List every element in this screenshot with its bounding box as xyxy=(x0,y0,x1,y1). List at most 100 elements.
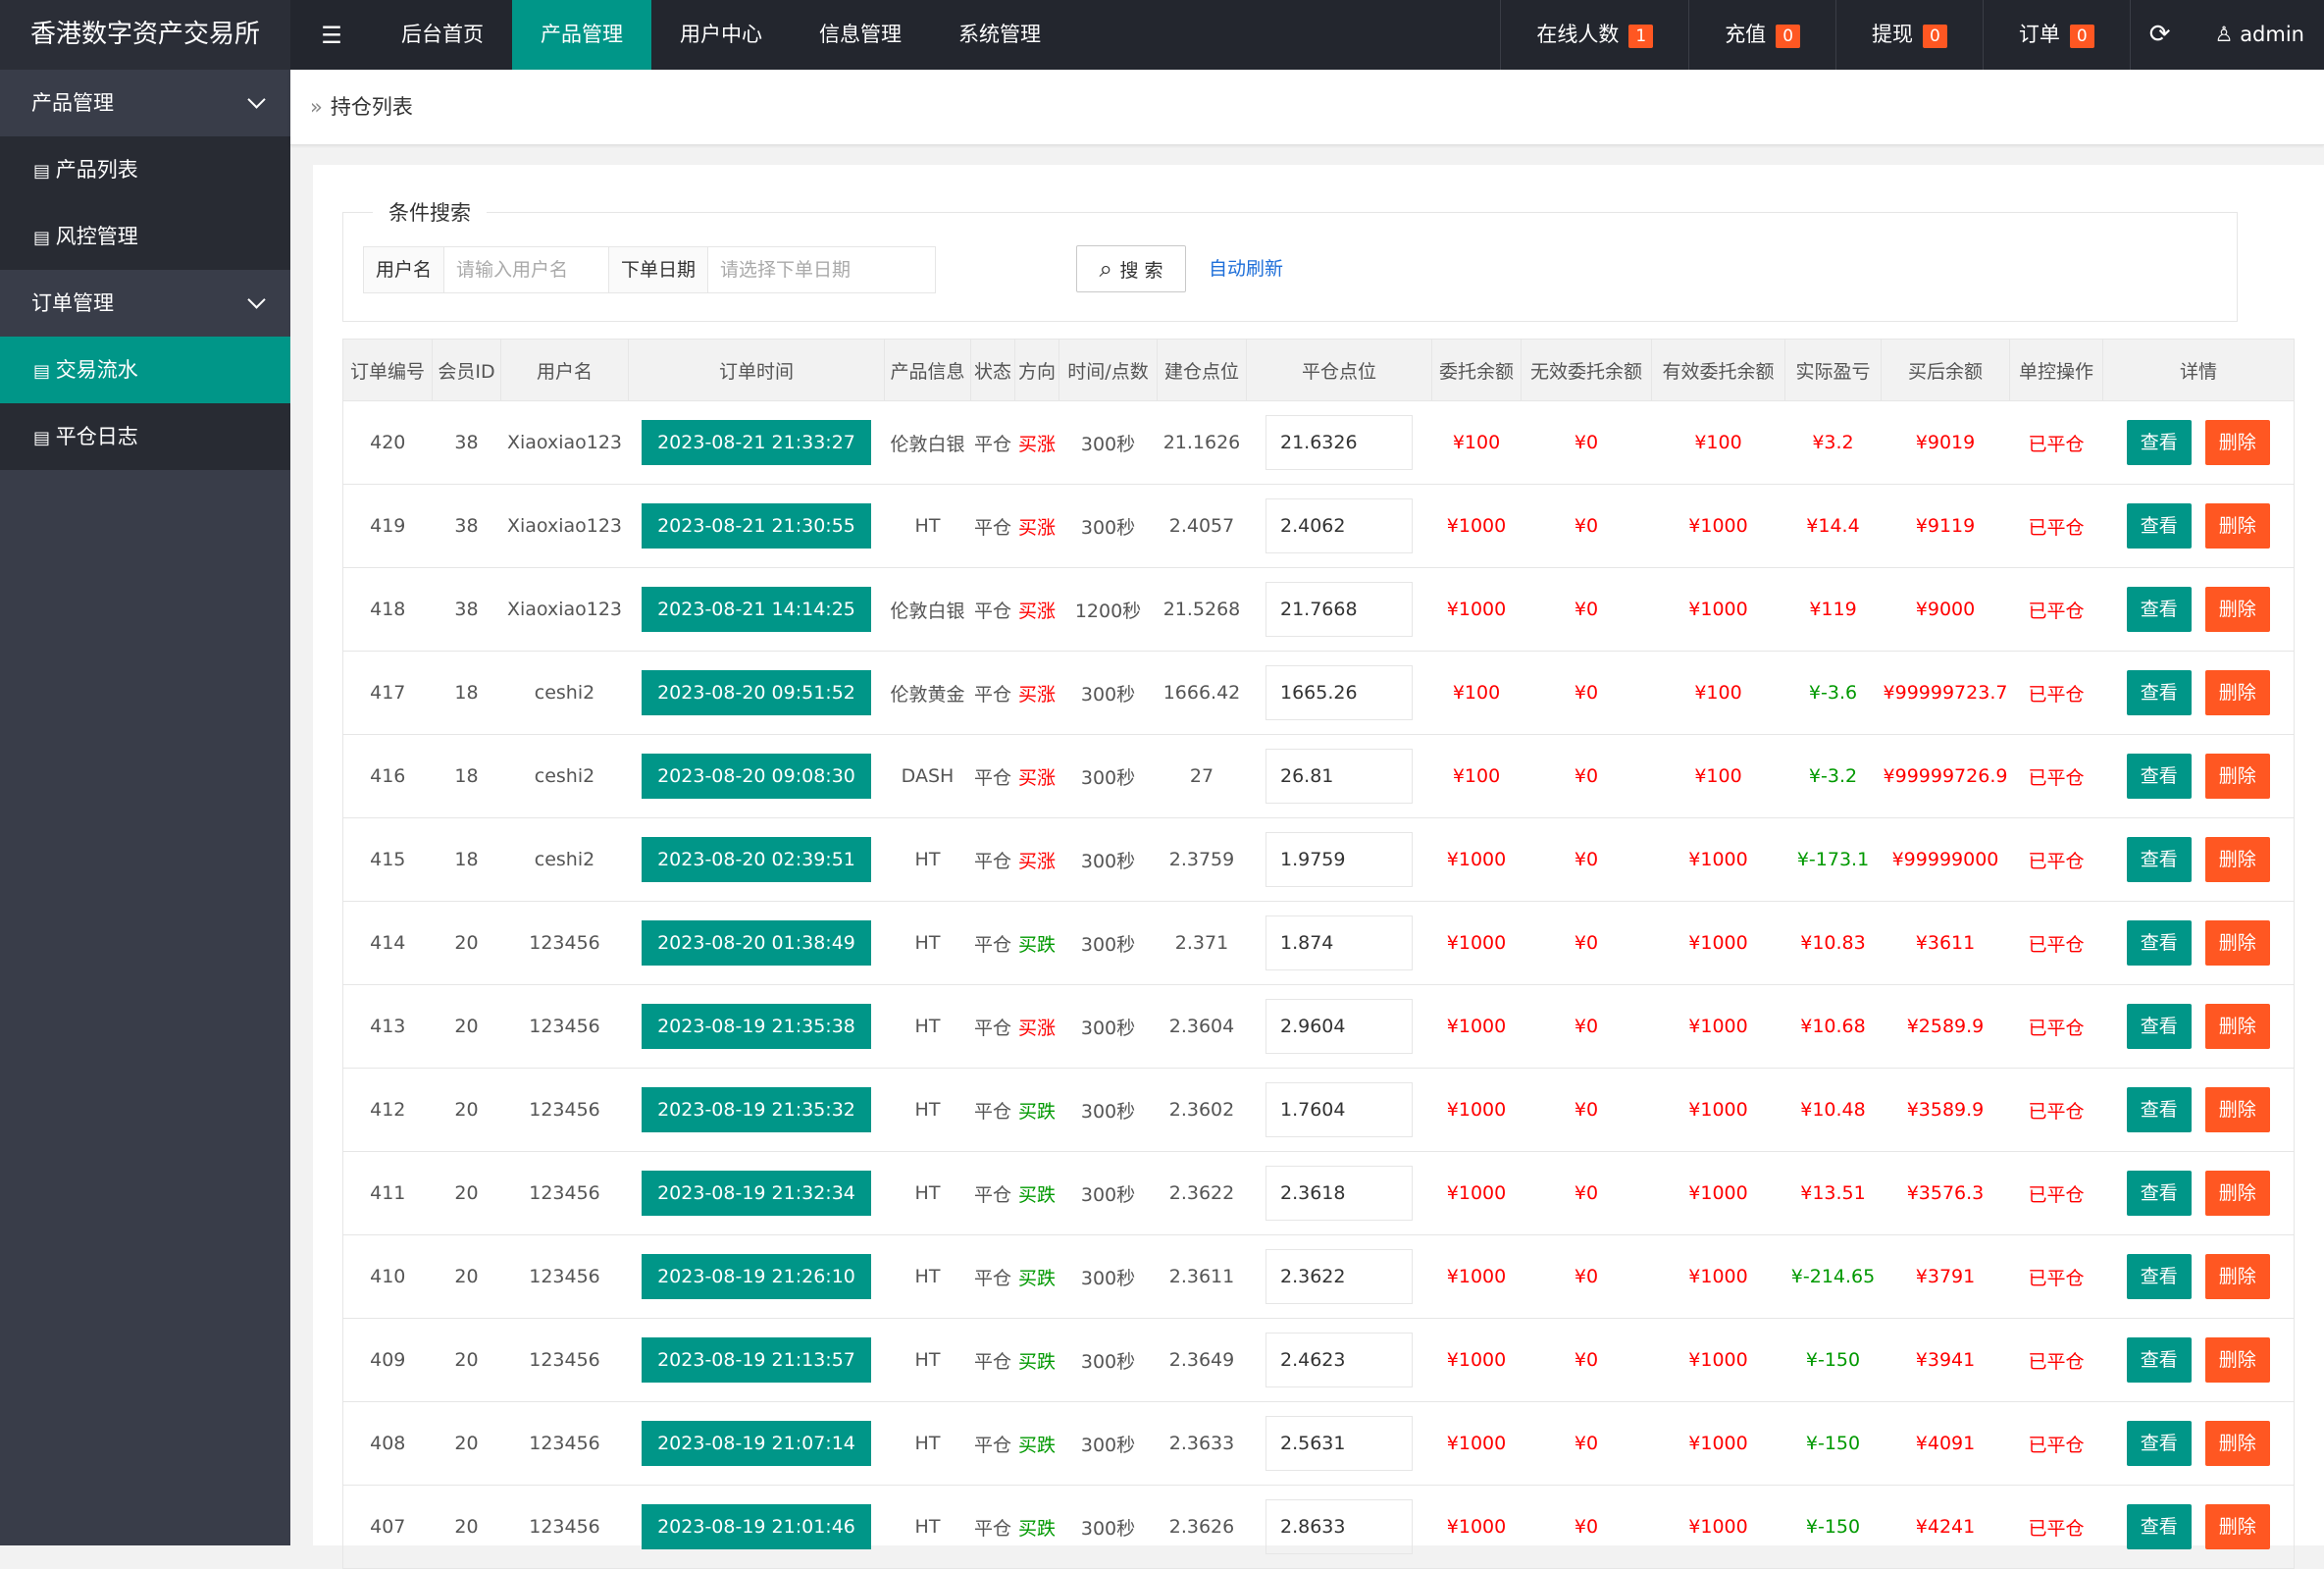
stat-item[interactable]: 在线人数 1 xyxy=(1500,0,1688,70)
cell-value: ¥9019 xyxy=(1915,432,1976,453)
stat-item[interactable]: 提现 0 xyxy=(1835,0,1983,70)
sidebar-item[interactable]: 产品列表 xyxy=(0,136,290,203)
cell-value: 420 xyxy=(370,432,406,453)
menu-toggle[interactable]: ☰ xyxy=(321,21,342,49)
cell-value: 2023-08-20 02:39:51 xyxy=(642,837,871,882)
table-cell: HT xyxy=(884,1485,971,1569)
cell-value: 平仓 xyxy=(973,433,1011,455)
delete-button[interactable]: 删除 xyxy=(2204,1421,2270,1466)
column-header: 会员ID xyxy=(432,339,501,401)
table-row: 410 20 123456 2023-08-19 21:26:10 HT 平仓 买跌 300秒… xyxy=(342,1234,2295,1319)
table-cell: 平仓 xyxy=(970,651,1015,735)
delete-button[interactable]: 删除 xyxy=(2204,587,2270,632)
table-cell: 已平仓 xyxy=(2009,484,2103,568)
table-cell: 查看 删除 xyxy=(2102,901,2295,985)
delete-button[interactable]: 删除 xyxy=(2204,1004,2270,1049)
cell-value: 买涨 xyxy=(1017,850,1056,872)
nav-item[interactable]: 产品管理 xyxy=(512,0,651,70)
cell-value: 已平仓 xyxy=(2028,516,2085,539)
cell-value: 2023-08-21 21:33:27 xyxy=(642,420,871,465)
search-field[interactable]: 用户名 请输入用户名 xyxy=(363,246,679,293)
delete-button[interactable]: 删除 xyxy=(2204,1171,2270,1216)
delete-button[interactable]: 删除 xyxy=(2204,1087,2270,1132)
cell-value: HT xyxy=(914,1016,941,1037)
orders-table: 订单编号 会员ID 用户名 订单时间 产品信息 状态 方向 时间/点数 建仓点位 平仓点位 委托余额… xyxy=(342,339,2295,1569)
cell-value: 已平仓 xyxy=(2028,1517,2085,1540)
cell-value: ¥1000 xyxy=(1446,932,1507,954)
view-button[interactable]: 查看 xyxy=(2126,920,2192,966)
stat-item[interactable]: 充值 0 xyxy=(1688,0,1835,70)
brand: 香港数字资产交易所 xyxy=(0,0,290,70)
table-cell: 20 xyxy=(432,1318,501,1402)
nav-item[interactable]: 后台首页 xyxy=(401,23,484,46)
delete-button[interactable]: 删除 xyxy=(2204,920,2270,966)
refresh-icon[interactable]: ⟳ xyxy=(2129,0,2190,70)
table-cell: 2.3618 xyxy=(1246,1151,1432,1235)
table-cell: 300秒 xyxy=(1059,984,1158,1069)
column-header: 订单编号 xyxy=(342,339,433,401)
view-button[interactable]: 查看 xyxy=(2126,587,2192,632)
view-button[interactable]: 查看 xyxy=(2126,1337,2192,1383)
cell-value: 已平仓 xyxy=(2028,1267,2085,1289)
table-cell: 平仓 xyxy=(970,1318,1015,1402)
table-cell: 38 xyxy=(432,400,501,485)
view-button[interactable]: 查看 xyxy=(2126,503,2192,549)
sidebar-item[interactable]: 交易流水 xyxy=(0,337,290,403)
sidebar-item[interactable]: 平仓日志 xyxy=(0,403,290,470)
user-menu[interactable]: ♙ admin xyxy=(2190,0,2324,70)
view-button[interactable]: 查看 xyxy=(2126,837,2192,882)
nav-item[interactable]: 用户中心 xyxy=(680,23,762,46)
view-button[interactable]: 查看 xyxy=(2126,1421,2192,1466)
cell-value: ¥3.2 xyxy=(1812,432,1854,453)
sidebar-item[interactable]: 风控管理 xyxy=(0,203,290,270)
cell-value: 2023-08-20 09:51:52 xyxy=(642,670,871,715)
table-cell: 300秒 xyxy=(1059,1485,1158,1569)
table-cell: 413 xyxy=(342,984,433,1069)
cell-value: 21.5268 xyxy=(1162,599,1241,620)
delete-button[interactable]: 删除 xyxy=(2204,670,2270,715)
nav-item[interactable]: 信息管理 xyxy=(819,23,902,46)
stat-item[interactable]: 订单 0 xyxy=(1982,0,2130,70)
table-cell: 买跌 xyxy=(1014,1151,1059,1235)
cell-value: 已平仓 xyxy=(2028,1017,2085,1039)
delete-button[interactable]: 删除 xyxy=(2204,837,2270,882)
column-header: 订单时间 xyxy=(628,339,885,401)
table-row: 408 20 123456 2023-08-19 21:07:14 HT 平仓 买跌 300秒… xyxy=(342,1401,2295,1486)
table-cell: 20 xyxy=(432,1401,501,1486)
table-cell: 26.81 xyxy=(1246,734,1432,818)
cell-value: ¥0 xyxy=(1574,1516,1599,1538)
view-button[interactable]: 查看 xyxy=(2126,1504,2192,1549)
delete-button[interactable]: 删除 xyxy=(2204,1254,2270,1299)
cell-value: ¥1000 xyxy=(1446,515,1507,537)
view-button[interactable]: 查看 xyxy=(2126,670,2192,715)
auto-refresh-link[interactable]: 自动刷新 xyxy=(1209,258,1284,280)
sidebar-group[interactable]: 产品管理 xyxy=(0,70,290,136)
table-cell: ¥9000 xyxy=(1881,567,2010,652)
table-cell: 买涨 xyxy=(1014,984,1059,1069)
nav-item[interactable]: 系统管理 xyxy=(958,23,1041,46)
search-field[interactable]: 下单日期 请选择下单日期 xyxy=(608,246,936,293)
delete-button[interactable]: 删除 xyxy=(2204,754,2270,799)
table-cell: 20 xyxy=(432,1234,501,1319)
cell-value: 417 xyxy=(370,682,406,704)
search-button[interactable]: 搜 索 xyxy=(1076,245,1186,292)
column-header: 建仓点位 xyxy=(1157,339,1247,401)
cell-value: 407 xyxy=(370,1516,406,1538)
cell-value: ¥1000 xyxy=(1688,1516,1748,1538)
delete-button[interactable]: 删除 xyxy=(2204,503,2270,549)
delete-button[interactable]: 删除 xyxy=(2204,420,2270,465)
view-button[interactable]: 查看 xyxy=(2126,1254,2192,1299)
table-cell: ¥100 xyxy=(1651,734,1785,818)
delete-button[interactable]: 删除 xyxy=(2204,1504,2270,1549)
cell-value: 38 xyxy=(454,599,479,620)
view-button[interactable]: 查看 xyxy=(2126,754,2192,799)
view-button[interactable]: 查看 xyxy=(2126,1004,2192,1049)
cell-value: 2.3622 xyxy=(1265,1249,1413,1304)
cell-value: 409 xyxy=(370,1349,406,1371)
sidebar-group[interactable]: 订单管理 xyxy=(0,270,290,337)
view-button[interactable]: 查看 xyxy=(2126,1087,2192,1132)
view-button[interactable]: 查看 xyxy=(2126,1171,2192,1216)
view-button[interactable]: 查看 xyxy=(2126,420,2192,465)
delete-button[interactable]: 删除 xyxy=(2204,1337,2270,1383)
